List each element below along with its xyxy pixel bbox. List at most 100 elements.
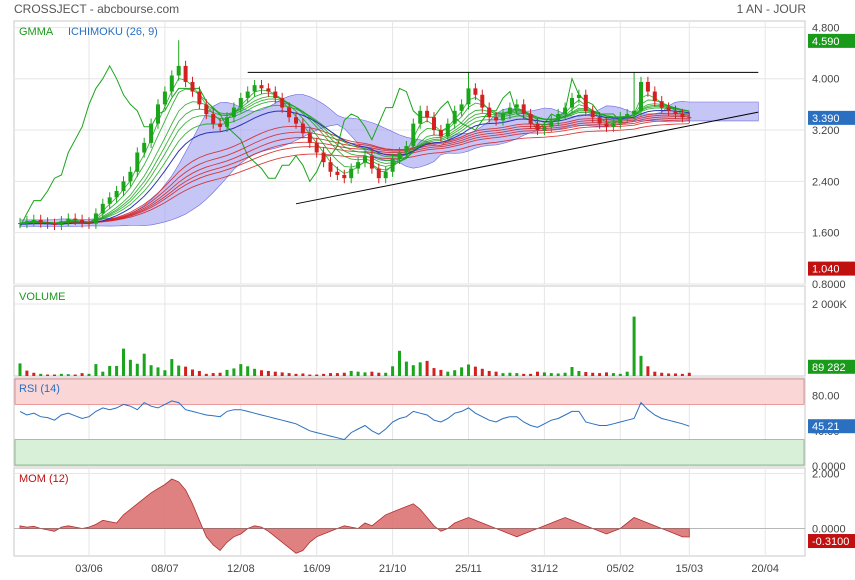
candle-body xyxy=(87,222,91,224)
candle-body xyxy=(169,75,174,92)
volume-bar xyxy=(108,365,112,376)
momentum-tick-label: 0.0000 xyxy=(812,524,846,536)
price-tick-label: 2.400 xyxy=(812,176,840,188)
candle-body xyxy=(411,123,416,147)
candle-body xyxy=(666,107,671,111)
x-tick-label: 08/07 xyxy=(151,563,179,575)
volume-bar xyxy=(280,372,284,376)
volume-bar xyxy=(253,368,257,376)
volume-tick-label: 2 000K xyxy=(812,299,848,311)
volume-bar xyxy=(211,373,215,376)
volume-bar xyxy=(473,366,477,376)
candle-body xyxy=(618,117,623,124)
legend-volume: VOLUME xyxy=(19,291,65,303)
candle-body xyxy=(100,203,105,214)
volume-bar xyxy=(156,367,160,376)
volume-bar xyxy=(646,366,650,376)
volume-bar xyxy=(197,370,201,376)
volume-bar xyxy=(618,373,622,376)
volume-bar xyxy=(225,369,229,376)
price-tick-label: 1.600 xyxy=(812,228,840,240)
price-badge: 3.390 xyxy=(812,113,840,125)
candle-body xyxy=(556,114,561,121)
candle-body xyxy=(231,107,236,118)
candle-body xyxy=(466,88,471,105)
volume-badge-bg xyxy=(808,359,855,374)
x-tick-label: 16/09 xyxy=(303,563,331,575)
volume-bar xyxy=(515,373,519,376)
candle-body xyxy=(687,117,692,119)
volume-bar xyxy=(591,372,595,376)
volume-badge: 89 282 xyxy=(812,362,846,374)
candle-body xyxy=(349,168,354,179)
volume-bar xyxy=(398,350,401,376)
volume-bar xyxy=(418,362,422,376)
price-tick-label: 3.200 xyxy=(812,125,840,137)
candle-body xyxy=(632,110,637,115)
volume-bar xyxy=(349,370,353,376)
candle-body xyxy=(425,110,430,118)
candle-body xyxy=(245,91,250,98)
candle-body xyxy=(73,218,78,220)
volume-bar xyxy=(260,370,263,376)
candle-body xyxy=(673,110,678,115)
candle-body xyxy=(18,223,22,225)
candle-body xyxy=(93,213,98,224)
candle-body xyxy=(570,97,574,108)
candle-body xyxy=(335,171,340,175)
candle-body xyxy=(273,91,278,98)
volume-bar xyxy=(632,316,636,376)
candle-body xyxy=(432,117,436,131)
momentum-badge-bg xyxy=(808,534,855,549)
candle-body xyxy=(121,181,126,191)
price-tick-label: 4.000 xyxy=(812,74,840,86)
candle-body xyxy=(473,88,478,95)
support-trendline xyxy=(295,111,759,205)
volume-bar xyxy=(101,371,105,376)
kijun-line xyxy=(19,109,690,225)
volume-bar xyxy=(66,374,70,376)
volume-bar xyxy=(660,372,664,376)
rsi-badge-bg xyxy=(808,419,855,434)
volume-bar xyxy=(128,359,132,376)
volume-bar xyxy=(356,371,360,376)
candle-body xyxy=(680,114,685,118)
volume-bar xyxy=(542,372,546,376)
volume-bar xyxy=(556,373,560,376)
volume-bar xyxy=(287,373,291,376)
gmma-short-line xyxy=(19,100,690,224)
candle-body xyxy=(363,155,367,163)
volume-bar xyxy=(625,371,629,376)
volume-layer xyxy=(18,316,691,376)
candle-body xyxy=(611,123,616,127)
x-tick-label: 21/10 xyxy=(379,563,407,575)
volume-bar xyxy=(577,370,581,376)
candle-body xyxy=(197,91,202,105)
gmma-long-line xyxy=(19,117,690,224)
rsi-tick-label: 0.0000 xyxy=(812,461,846,473)
candle-body xyxy=(501,114,505,121)
volume-bar xyxy=(149,365,153,376)
gmma-long-line xyxy=(19,114,690,224)
candle-body xyxy=(294,117,298,124)
price-badge-bg xyxy=(808,33,855,48)
candle-body xyxy=(52,223,57,225)
candle-body xyxy=(452,110,457,124)
x-tick-label: 31/12 xyxy=(531,563,559,575)
candle-body xyxy=(300,123,305,134)
candle-body xyxy=(156,104,160,124)
volume-bar xyxy=(266,370,270,376)
volume-bar xyxy=(446,371,450,376)
volume-bar xyxy=(46,374,50,376)
candle-body xyxy=(390,158,395,172)
candle-body xyxy=(266,88,271,92)
candle-body xyxy=(639,81,643,111)
volume-bar xyxy=(605,372,608,376)
x-tick-label: 25/11 xyxy=(455,563,482,575)
candle-body xyxy=(107,197,112,204)
volume-bar xyxy=(73,374,77,376)
momentum-panel xyxy=(13,467,806,557)
volume-bar xyxy=(122,348,125,376)
chart-title: CROSSJECT - abcbourse.com xyxy=(14,2,179,16)
